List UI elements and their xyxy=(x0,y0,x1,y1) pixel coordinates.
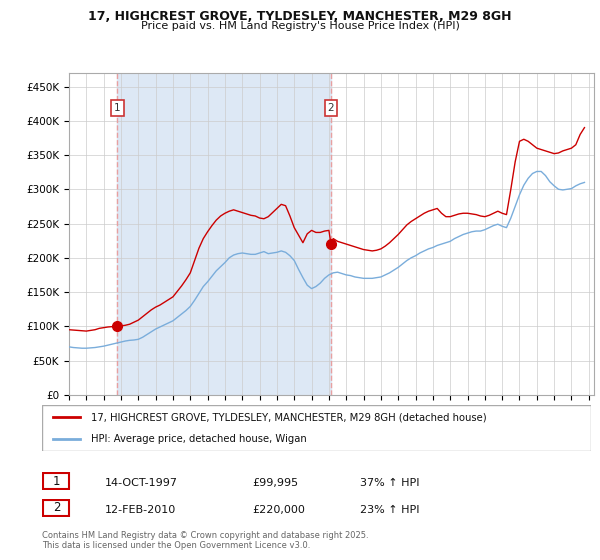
Text: HPI: Average price, detached house, Wigan: HPI: Average price, detached house, Wiga… xyxy=(91,435,307,444)
Text: 17, HIGHCREST GROVE, TYLDESLEY, MANCHESTER, M29 8GH (detached house): 17, HIGHCREST GROVE, TYLDESLEY, MANCHEST… xyxy=(91,412,487,422)
Text: 2: 2 xyxy=(53,501,60,515)
Text: 23% ↑ HPI: 23% ↑ HPI xyxy=(360,505,419,515)
Text: 17, HIGHCREST GROVE, TYLDESLEY, MANCHESTER, M29 8GH: 17, HIGHCREST GROVE, TYLDESLEY, MANCHEST… xyxy=(88,10,512,23)
Bar xyxy=(118,73,331,395)
Text: £99,995: £99,995 xyxy=(252,478,298,488)
Text: 37% ↑ HPI: 37% ↑ HPI xyxy=(360,478,419,488)
Text: 2: 2 xyxy=(328,103,334,113)
Text: Price paid vs. HM Land Registry's House Price Index (HPI): Price paid vs. HM Land Registry's House … xyxy=(140,21,460,31)
Text: 1: 1 xyxy=(114,103,121,113)
Text: 14-OCT-1997: 14-OCT-1997 xyxy=(105,478,178,488)
Text: 1: 1 xyxy=(53,474,60,488)
Text: 12-FEB-2010: 12-FEB-2010 xyxy=(105,505,176,515)
Text: Contains HM Land Registry data © Crown copyright and database right 2025.
This d: Contains HM Land Registry data © Crown c… xyxy=(42,531,368,550)
FancyBboxPatch shape xyxy=(43,500,70,516)
FancyBboxPatch shape xyxy=(42,405,591,451)
Text: £220,000: £220,000 xyxy=(252,505,305,515)
FancyBboxPatch shape xyxy=(43,473,70,489)
